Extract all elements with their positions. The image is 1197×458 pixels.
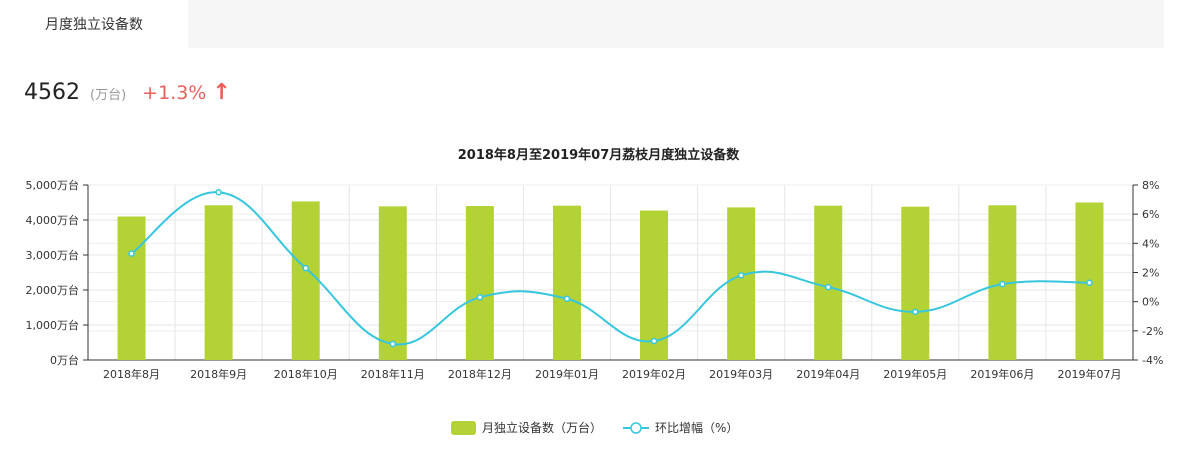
bar [117, 216, 146, 360]
arrow-up-icon: ↑ [212, 80, 231, 105]
bar [552, 205, 581, 360]
x-tick-label: 2018年9月 [190, 367, 247, 381]
bar [378, 206, 407, 360]
tab-monthly-devices[interactable]: 月度独立设备数 [0, 0, 188, 48]
y-left-tick-label: 2,000万台 [26, 283, 80, 297]
x-tick-label: 2018年11月 [361, 367, 425, 381]
bar [901, 206, 930, 360]
line-point [302, 264, 309, 272]
x-tick-label: 2019年02月 [622, 367, 686, 381]
y-left-tick-label: 0万台 [50, 353, 79, 367]
x-tick-label: 2018年10月 [274, 367, 338, 381]
line-point [389, 340, 397, 348]
tab-bar: 月度独立设备数 [0, 0, 1164, 48]
line-point [650, 337, 658, 345]
y-right-tick-label: -2% [1142, 325, 1163, 338]
y-left-tick-label: 3,000万台 [26, 248, 80, 262]
y-right-tick-label: 6% [1142, 208, 1159, 221]
y-right-tick-label: -4% [1142, 354, 1163, 367]
line-point [476, 294, 484, 301]
bar [204, 205, 233, 360]
y-left-tick-label: 1,000万台 [26, 318, 80, 332]
bar [814, 205, 843, 360]
line-point [999, 280, 1006, 288]
chart-title: 2018年8月至2019年07月荔枝月度独立设备数 [457, 148, 740, 163]
x-tick-label: 2018年8月 [103, 367, 160, 381]
x-tick-label: 2019年06月 [970, 367, 1034, 381]
device-count-value: 4562 [24, 80, 80, 105]
y-left-tick-label: 5,000万台 [26, 178, 80, 192]
summary-stats: 4562 (万台) +1.3% ↑ [24, 80, 231, 110]
line-point [563, 295, 571, 302]
x-tick-label: 2019年07月 [1057, 367, 1121, 381]
line-point [128, 250, 135, 257]
y-right-tick-label: 4% [1142, 237, 1159, 250]
bar [291, 201, 320, 360]
x-tick-label: 2018年12月 [448, 367, 512, 381]
legend-bar-swatch [451, 421, 476, 435]
y-right-tick-label: 8% [1142, 179, 1159, 192]
x-tick-label: 2019年04月 [796, 367, 860, 381]
legend-line-marker [630, 422, 642, 434]
y-right-tick-label: 0% [1142, 296, 1159, 309]
legend-bar-label: 月独立设备数（万台） [482, 420, 602, 435]
line-point [1086, 279, 1093, 286]
line-point [824, 283, 832, 291]
line-point [737, 272, 745, 279]
x-tick-label: 2019年01月 [535, 367, 599, 381]
device-count-unit: (万台) [90, 88, 127, 103]
bar [727, 207, 756, 360]
line-point [215, 189, 222, 196]
change-percent: +1.3% [142, 82, 207, 104]
line-point [912, 308, 919, 316]
x-tick-label: 2019年05月 [883, 367, 947, 381]
bar [640, 210, 669, 360]
y-right-tick-label: 2% [1142, 267, 1159, 280]
x-tick-label: 2019年03月 [709, 367, 773, 381]
legend-line-label: 环比增幅（%） [655, 420, 738, 435]
bar [465, 206, 494, 360]
y-left-tick-label: 4,000万台 [26, 213, 80, 227]
